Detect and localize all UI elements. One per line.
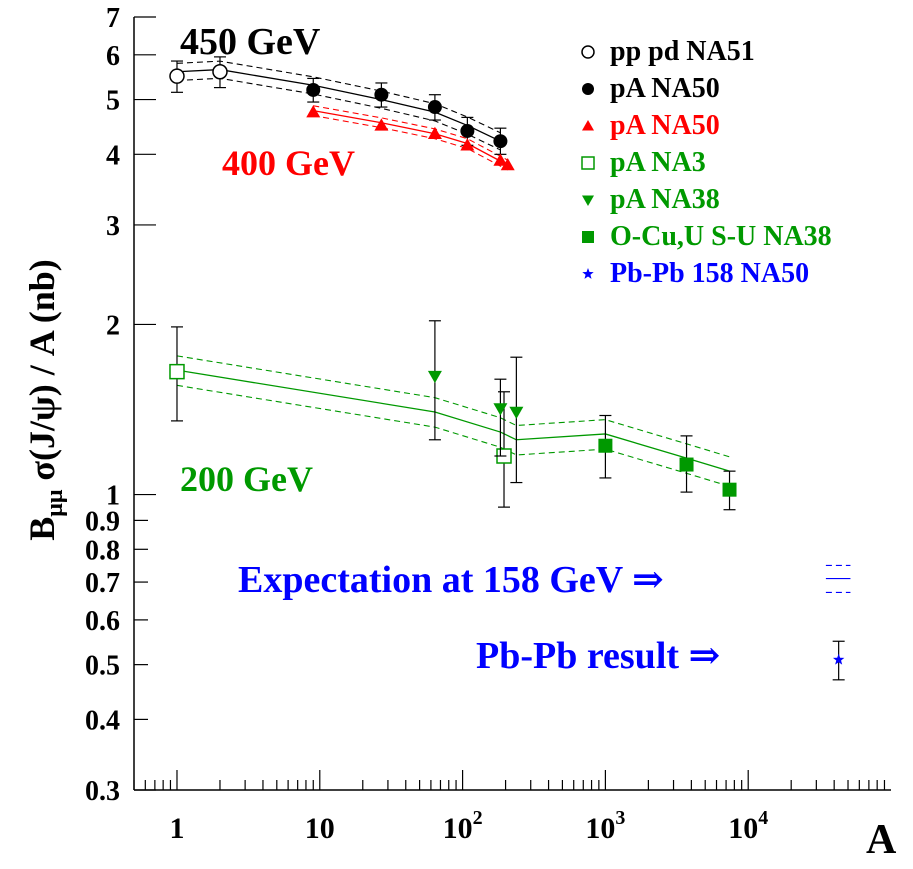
marker-star <box>582 268 594 279</box>
y-axis-label-rest: σ(J/ψ) / A (nb) <box>22 259 62 489</box>
y-tick-label: 0.6 <box>85 606 120 637</box>
y-tick-label: 1 <box>106 481 120 512</box>
y-tick-label: 0.4 <box>85 705 120 736</box>
annotation-450gev: 450 GeV <box>180 21 321 63</box>
legend-label: pA NA38 <box>610 184 720 215</box>
fit-bands <box>176 60 851 594</box>
fit-band-upper <box>176 355 730 458</box>
marker-triangle-up <box>460 138 475 151</box>
x-tick-label: 10 <box>305 812 335 845</box>
legend-label: O-Cu,U S-U NA38 <box>610 221 832 252</box>
marker-triangle-up <box>493 153 508 166</box>
x-tick-label-base: 1 <box>169 812 184 845</box>
marker-square-filled <box>722 482 737 497</box>
y-tick-label: 7 <box>106 3 120 34</box>
marker-triangle-down <box>509 406 524 419</box>
x-axis-label: A <box>866 817 897 863</box>
marker-square-filled <box>582 231 594 243</box>
marker-triangle-up <box>582 120 594 131</box>
x-tick-label-exponent: 3 <box>615 807 625 829</box>
marker-circle-filled <box>460 123 475 138</box>
x-tick-label-base: 10 <box>305 812 335 845</box>
x-tick-label-base: 10 <box>443 812 473 845</box>
y-tick-label: 0.5 <box>85 651 120 682</box>
annotation-pbpb-result: Pb-Pb result ⇒ <box>476 635 720 677</box>
svg-text:Bμμ σ(J/ψ) / A (nb): Bμμ σ(J/ψ) / A (nb) <box>22 259 68 541</box>
x-tick-label: 1 <box>169 812 184 845</box>
fit-line <box>176 369 730 472</box>
y-tick-label: 0.8 <box>85 535 120 566</box>
y-tick-label: 2 <box>106 310 120 341</box>
marker-triangle-up <box>427 126 442 139</box>
y-tick-label: 0.7 <box>85 568 120 599</box>
legend: pp pd NA51 pA NA50 pA NA50 pA NA3 pA NA38 O-C… <box>581 36 832 289</box>
data-points <box>169 56 845 681</box>
marker-triangle-down <box>427 370 442 384</box>
marker-triangle-up <box>500 157 515 171</box>
x-tick-label-exponent: 2 <box>473 807 483 829</box>
x-tick-label: 103 <box>585 807 625 845</box>
marker-triangle-up <box>374 118 389 131</box>
marker-circle-open <box>581 45 595 59</box>
marker-square-open <box>581 156 595 170</box>
marker-triangle-down <box>582 195 594 206</box>
marker-circle-filled <box>582 83 594 95</box>
y-tick-label: 4 <box>106 140 120 171</box>
y-axis-label-main: B <box>22 517 62 541</box>
marker-triangle-up <box>306 105 321 118</box>
legend-label: Pb-Pb 158 NA50 <box>610 258 809 289</box>
y-axis-label-sub: μμ <box>42 489 68 517</box>
annotation-400gev: 400 GeV <box>222 143 355 183</box>
marker-circle-filled <box>427 100 442 115</box>
x-tick-label-base: 10 <box>728 812 758 845</box>
marker-circle-open <box>212 64 228 80</box>
marker-circle-filled <box>306 82 321 97</box>
y-tick-label: 3 <box>106 211 120 242</box>
marker-triangle-down <box>493 403 508 416</box>
legend-label: pA NA3 <box>610 147 706 178</box>
marker-circle-filled <box>374 87 389 102</box>
fit-line <box>176 68 501 142</box>
x-tick-label: 104 <box>728 807 768 845</box>
marker-circle-filled <box>493 134 508 149</box>
marker-square-filled <box>598 438 613 453</box>
marker-square-open <box>169 363 185 380</box>
y-tick-label: 5 <box>106 86 120 117</box>
marker-square-filled <box>679 457 694 472</box>
y-axis-label: Bμμ σ(J/ψ) / A (nb) <box>22 259 68 541</box>
x-tick-label: 102 <box>443 807 483 845</box>
y-tick-label: 0.3 <box>85 776 120 807</box>
marker-star <box>832 653 845 665</box>
y-tick-label: 0.9 <box>85 506 120 537</box>
annotation-expectation: Expectation at 158 GeV ⇒ <box>238 559 664 601</box>
x-tick-label-exponent: 4 <box>758 807 768 829</box>
x-tick-label-base: 10 <box>585 812 615 845</box>
legend-label: pA NA50 <box>610 110 720 141</box>
legend-label: pA NA50 <box>610 73 720 104</box>
y-tick-label: 6 <box>106 41 120 72</box>
marker-circle-open <box>169 68 185 84</box>
annotation-200gev: 200 GeV <box>180 459 313 499</box>
legend-label: pp pd NA51 <box>610 36 755 67</box>
